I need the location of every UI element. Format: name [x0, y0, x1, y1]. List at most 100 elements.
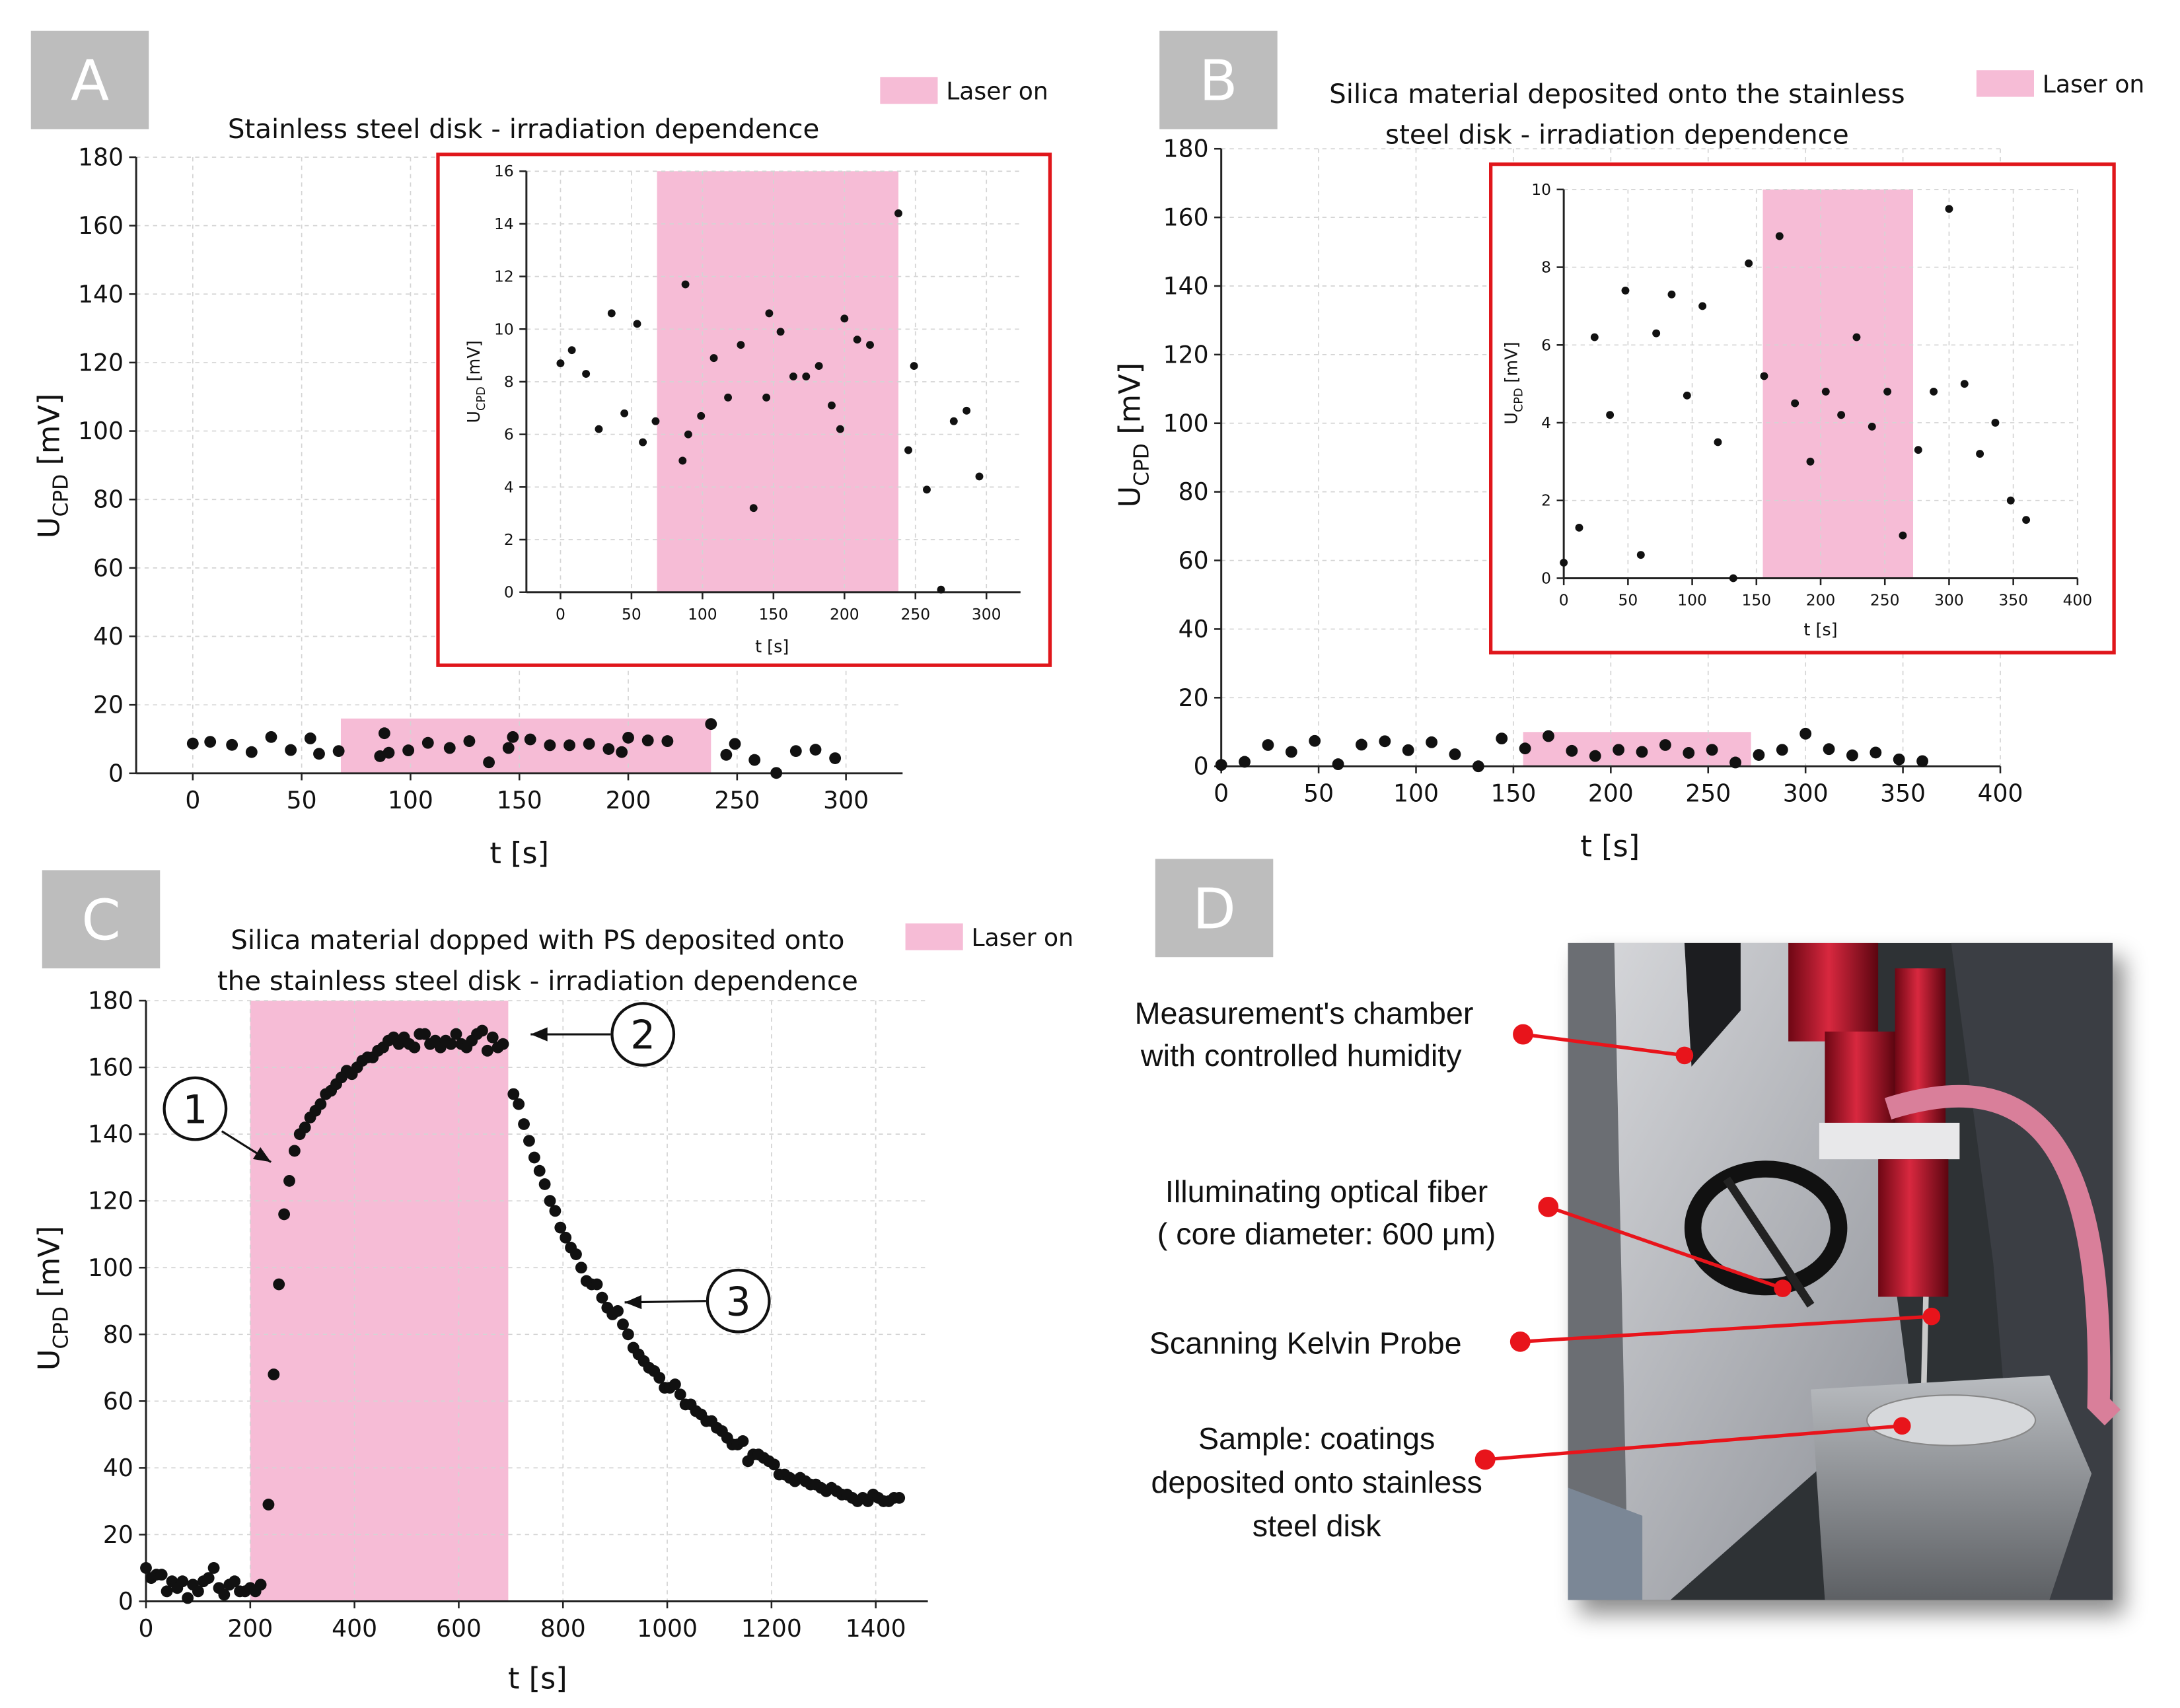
data-point	[1636, 551, 1645, 559]
x-tick-label: 100	[688, 605, 717, 623]
data-point	[678, 456, 687, 465]
y-axis-label-subscript: CPD	[474, 386, 488, 411]
y-axis-label: UCPD [mV]	[1502, 341, 1526, 424]
data-point	[419, 1028, 431, 1040]
y-tick-label: 100	[1163, 409, 1209, 437]
data-point	[1449, 748, 1461, 760]
data-point	[633, 320, 641, 328]
x-tick-label: 50	[622, 605, 641, 623]
laser-band	[1762, 189, 1913, 579]
data-point	[1791, 399, 1799, 408]
y-tick-label: 100	[78, 417, 124, 445]
data-point	[1606, 411, 1615, 419]
data-point	[1285, 746, 1297, 758]
chart-title: Silica material deposited onto the stain…	[1329, 79, 1905, 110]
pointer-line	[1547, 1205, 1784, 1291]
data-point	[1262, 739, 1274, 751]
photo-labels: D Measurement's chamber with controlled …	[1135, 859, 1941, 1543]
x-tick-label: 800	[540, 1614, 586, 1643]
data-point	[639, 438, 647, 446]
data-point	[560, 1231, 572, 1244]
pointer-dot	[1474, 1449, 1496, 1470]
data-point	[575, 1262, 587, 1274]
data-point	[789, 373, 797, 380]
data-point	[582, 370, 591, 378]
x-tick-label: 250	[1685, 779, 1731, 807]
data-point	[1589, 750, 1601, 762]
data-point	[681, 280, 690, 289]
data-point	[507, 1088, 520, 1100]
photo-label: deposited onto stainless	[1151, 1465, 1482, 1499]
x-tick-label: 300	[1934, 591, 1964, 610]
x-tick-label: 250	[900, 605, 930, 623]
photo-probe-holder	[1878, 1159, 1949, 1297]
y-axis-label-subscript: CPD	[1512, 388, 1526, 412]
y-tick-label: 20	[1179, 684, 1209, 712]
y-tick-label: 0	[118, 1587, 133, 1616]
y-axis-label-unit: [mV]	[1502, 341, 1522, 382]
pointer-dot	[1509, 1331, 1531, 1352]
data-point	[273, 1278, 285, 1291]
data-point	[538, 1178, 551, 1190]
data-point	[1356, 738, 1367, 751]
data-point	[583, 738, 595, 750]
pointer-dot	[1538, 1197, 1559, 1217]
data-point	[616, 746, 628, 758]
y-axis-label-subscript: CPD	[1130, 443, 1154, 486]
data-point	[894, 209, 902, 217]
x-tick-label: 1200	[741, 1614, 802, 1643]
legend-swatch	[1976, 70, 2034, 97]
y-tick-label: 20	[93, 691, 124, 719]
chart-title: Silica material dopped with PS deposited…	[231, 925, 844, 956]
photo-book	[1568, 1487, 1643, 1600]
data-point	[1379, 735, 1391, 748]
data-point	[1683, 391, 1691, 400]
y-axis-label-symbol: U	[1113, 486, 1147, 508]
legend-label: Laser on	[971, 923, 1073, 952]
data-point	[497, 1038, 509, 1050]
y-tick-label: 100	[88, 1254, 133, 1282]
data-point	[1914, 446, 1922, 454]
data-point	[254, 1579, 267, 1591]
data-point	[408, 1041, 421, 1053]
y-axis-label-subscript: CPD	[49, 1306, 73, 1349]
y-tick-label: 0	[504, 583, 514, 602]
data-point	[186, 737, 199, 750]
panel-letter-box	[42, 870, 161, 969]
data-point	[283, 1174, 295, 1187]
data-point	[1332, 758, 1344, 771]
inset: 0 2 4 6 8 10 12 14 16 0 50 100 150 200 250 300 t [s] UCPD…	[436, 153, 1052, 667]
x-axis-label: t [s]	[1580, 829, 1640, 863]
data-point	[737, 1435, 749, 1447]
legend-swatch	[880, 77, 938, 104]
data-point	[502, 742, 515, 754]
data-point	[443, 742, 456, 754]
data-point	[1775, 232, 1784, 240]
data-point	[513, 1098, 525, 1110]
data-point	[288, 1145, 301, 1157]
data-point	[1714, 438, 1722, 446]
data-point	[893, 1491, 906, 1504]
x-axis-label: t [s]	[508, 1661, 567, 1695]
x-tick-label: 200	[227, 1614, 273, 1643]
data-point	[314, 1098, 327, 1110]
plot: 0 20 40 60 80 100 120 140 160 180 0 200 400 600 800 100…	[32, 987, 928, 1695]
x-tick-label: 50	[287, 786, 317, 814]
data-point	[262, 1499, 275, 1511]
data-point	[815, 362, 823, 371]
data-point	[1806, 457, 1815, 466]
data-point	[1543, 730, 1554, 742]
data-point	[218, 1588, 231, 1601]
data-point	[1239, 756, 1251, 768]
y-tick-label: 10	[494, 320, 514, 338]
data-point	[533, 1164, 546, 1177]
x-tick-label: 0	[556, 605, 565, 623]
x-tick-label: 250	[1870, 591, 1900, 610]
data-point	[937, 585, 945, 594]
legend-label: Laser on	[2043, 70, 2145, 98]
data-point	[789, 745, 802, 758]
panel-letter: C	[81, 888, 120, 953]
y-axis-label-unit: [mV]	[32, 1226, 66, 1298]
data-point	[268, 1369, 280, 1380]
